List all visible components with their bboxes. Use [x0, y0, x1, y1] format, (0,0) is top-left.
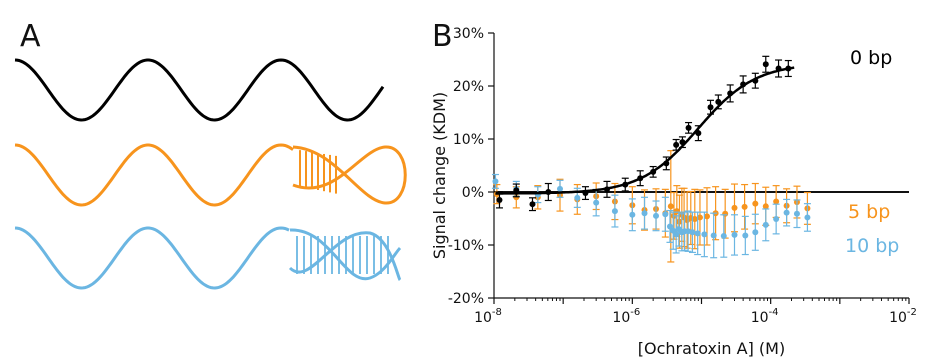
data-point [742, 232, 749, 239]
data-point [720, 232, 727, 239]
series-layer [491, 55, 811, 263]
chart-b: -20% -10% 0% 10% 20% 30% 10-8 10-6 10-4 10-2 Sig… [430, 26, 917, 358]
data-point [710, 232, 717, 239]
data-point [611, 208, 618, 215]
data-point [593, 199, 600, 206]
x-axis: 10-8 10-6 10-4 10-2 [474, 297, 917, 326]
data-point [752, 200, 759, 207]
data-point [752, 229, 759, 236]
data-point [762, 203, 769, 210]
strand-backbone [14, 58, 385, 122]
data-point [707, 104, 714, 111]
panel-a-letter: A [20, 19, 41, 54]
y-tick-label: -10% [448, 238, 484, 254]
data-point [691, 216, 698, 223]
data-point [762, 61, 769, 68]
x-tick-label: 10-6 [612, 307, 640, 326]
panel-a-illustration [14, 58, 407, 290]
data-point [673, 141, 680, 148]
y-tick-label: 10% [453, 132, 484, 148]
data-point [804, 214, 811, 221]
data-point [731, 204, 738, 211]
y-tick-label: 0% [462, 185, 484, 201]
fit-curve [495, 66, 795, 195]
data-point [641, 210, 648, 217]
data-point [666, 223, 673, 230]
data-point [783, 209, 790, 216]
y-axis: -20% -10% 0% 10% 20% 30% [448, 26, 495, 307]
strand-2 [14, 143, 407, 207]
series-0-bp [495, 55, 795, 212]
data-point [662, 211, 669, 218]
data-point [529, 201, 536, 208]
strand-backbone [14, 143, 294, 207]
y-axis-title: Signal change (KDM) [430, 92, 449, 259]
y-tick-label: 30% [453, 26, 484, 42]
data-point [676, 218, 683, 225]
helix-strand-2 [288, 231, 402, 282]
data-point [667, 203, 674, 210]
data-point [513, 187, 520, 194]
data-point [731, 231, 738, 238]
hairpin-loop [292, 145, 407, 205]
x-tick-label: 10-8 [474, 307, 502, 326]
data-point [703, 213, 710, 220]
data-point [722, 210, 729, 217]
data-point [696, 214, 703, 221]
y-tick-label: -20% [448, 291, 484, 307]
data-point [653, 212, 660, 219]
data-point [492, 178, 499, 185]
data-point [629, 211, 636, 218]
strand-1 [14, 58, 385, 122]
x-tick-label: 10-2 [889, 307, 917, 326]
data-point [685, 124, 692, 131]
data-point [773, 216, 780, 223]
data-point [496, 196, 503, 203]
data-point [773, 198, 780, 205]
x-tick-label: 10-4 [751, 307, 779, 326]
y-tick-label: 20% [453, 79, 484, 95]
strand-3 [14, 226, 402, 290]
series-label: 5 bp [848, 201, 890, 223]
data-point [694, 230, 701, 237]
series-label: 0 bp [850, 47, 892, 69]
data-point [689, 229, 696, 236]
panel-b-letter: B [432, 19, 453, 54]
data-point [793, 210, 800, 217]
data-point [557, 185, 564, 192]
data-point [741, 203, 748, 210]
x-axis-title: [Ochratoxin A] (M) [638, 339, 785, 358]
series-5-bp [493, 150, 811, 263]
data-point [762, 221, 769, 228]
series-labels: 0 bp 5 bp 10 bp [845, 47, 899, 257]
strand-backbone [14, 226, 290, 290]
series-label: 10 bp [845, 235, 899, 257]
data-point [673, 231, 680, 238]
data-point [701, 231, 708, 238]
data-point [574, 194, 581, 201]
